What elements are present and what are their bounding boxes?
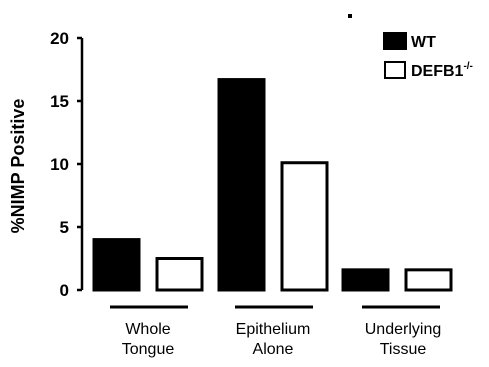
legend-item-wt: WT	[383, 32, 436, 51]
y-tick-label: 10	[50, 155, 69, 174]
y-tick-label: 20	[50, 29, 69, 48]
category-label: Underlying	[365, 321, 441, 338]
category-label: Alone	[253, 341, 294, 358]
category-label: Epithelium	[236, 321, 311, 338]
legend-swatch-defb1	[384, 61, 406, 79]
bar-defb1-2	[280, 161, 329, 292]
y-tick-label: 0	[60, 281, 69, 300]
bars	[92, 78, 453, 292]
y-axis-label: %NIMP Positive	[8, 99, 28, 234]
y-axis-ticks: 0 5 10 15 20	[50, 29, 82, 300]
bar-wt-2	[217, 78, 266, 292]
legend-label-defb1: DEFB1-/-	[411, 61, 473, 80]
legend-item-defb1: DEFB1-/-	[384, 61, 473, 80]
bar-defb1-1	[155, 257, 204, 292]
category-label: Tissue	[380, 341, 427, 358]
marker-dot	[348, 14, 352, 18]
bar-defb1-3	[404, 268, 453, 292]
legend-label-wt: WT	[411, 34, 436, 51]
group-labels: Whole Tongue Epithelium Alone Underlying Tiss…	[122, 321, 441, 358]
y-tick-label: 5	[60, 218, 69, 237]
bar-wt-1	[92, 238, 141, 292]
y-tick-label: 15	[50, 92, 69, 111]
category-label: Tongue	[122, 341, 175, 358]
legend: WT DEFB1-/-	[383, 32, 473, 80]
category-label: Whole	[125, 321, 170, 338]
legend-label-defb1-superscript: -/-	[463, 61, 472, 72]
bar-wt-3	[341, 268, 390, 292]
legend-label-defb1-name: DEFB1	[411, 63, 464, 80]
legend-swatch-wt	[383, 32, 407, 50]
